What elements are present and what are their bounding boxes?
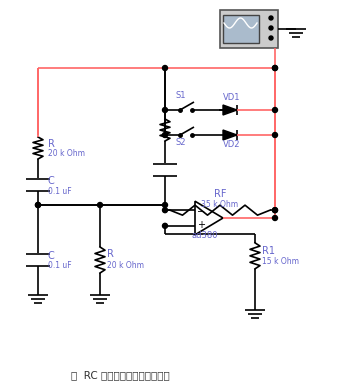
Circle shape	[269, 36, 273, 40]
Circle shape	[35, 203, 40, 208]
Circle shape	[35, 203, 40, 208]
Circle shape	[272, 208, 277, 213]
Circle shape	[272, 208, 277, 213]
Circle shape	[162, 66, 167, 71]
Circle shape	[162, 107, 167, 113]
Text: 35 k Ohm: 35 k Ohm	[201, 200, 238, 209]
Text: S2: S2	[175, 138, 186, 147]
Circle shape	[162, 132, 167, 137]
Text: R: R	[48, 139, 55, 149]
FancyBboxPatch shape	[223, 15, 259, 43]
Polygon shape	[223, 130, 237, 140]
Text: R1: R1	[262, 246, 275, 256]
Text: 15 k Ohm: 15 k Ohm	[262, 257, 299, 266]
Text: 0.1 uF: 0.1 uF	[48, 187, 72, 196]
Text: 20 k Ohm: 20 k Ohm	[48, 149, 85, 159]
Circle shape	[162, 208, 167, 213]
Text: ad380: ad380	[192, 232, 218, 241]
Text: +: +	[197, 220, 205, 230]
Circle shape	[269, 16, 273, 20]
Text: R: R	[107, 249, 114, 259]
Polygon shape	[223, 105, 237, 115]
Text: VD1: VD1	[223, 93, 241, 102]
Circle shape	[272, 66, 277, 71]
Circle shape	[269, 26, 273, 30]
Text: S1: S1	[175, 91, 186, 100]
Text: 图  RC 串并联式正弦波振荡电路: 图 RC 串并联式正弦波振荡电路	[71, 370, 169, 380]
Circle shape	[272, 132, 277, 137]
Text: C: C	[48, 251, 55, 261]
Circle shape	[272, 66, 277, 71]
Circle shape	[272, 215, 277, 220]
FancyBboxPatch shape	[220, 10, 278, 48]
Text: 0.1 uF: 0.1 uF	[48, 262, 72, 270]
Text: VD2: VD2	[223, 140, 241, 149]
Circle shape	[97, 203, 102, 208]
Circle shape	[272, 107, 277, 113]
Text: RF: RF	[214, 189, 226, 199]
Circle shape	[162, 203, 167, 208]
Circle shape	[162, 223, 167, 229]
Text: C: C	[48, 176, 55, 186]
Text: −: −	[197, 207, 205, 217]
Text: 20 k Ohm: 20 k Ohm	[107, 262, 144, 270]
